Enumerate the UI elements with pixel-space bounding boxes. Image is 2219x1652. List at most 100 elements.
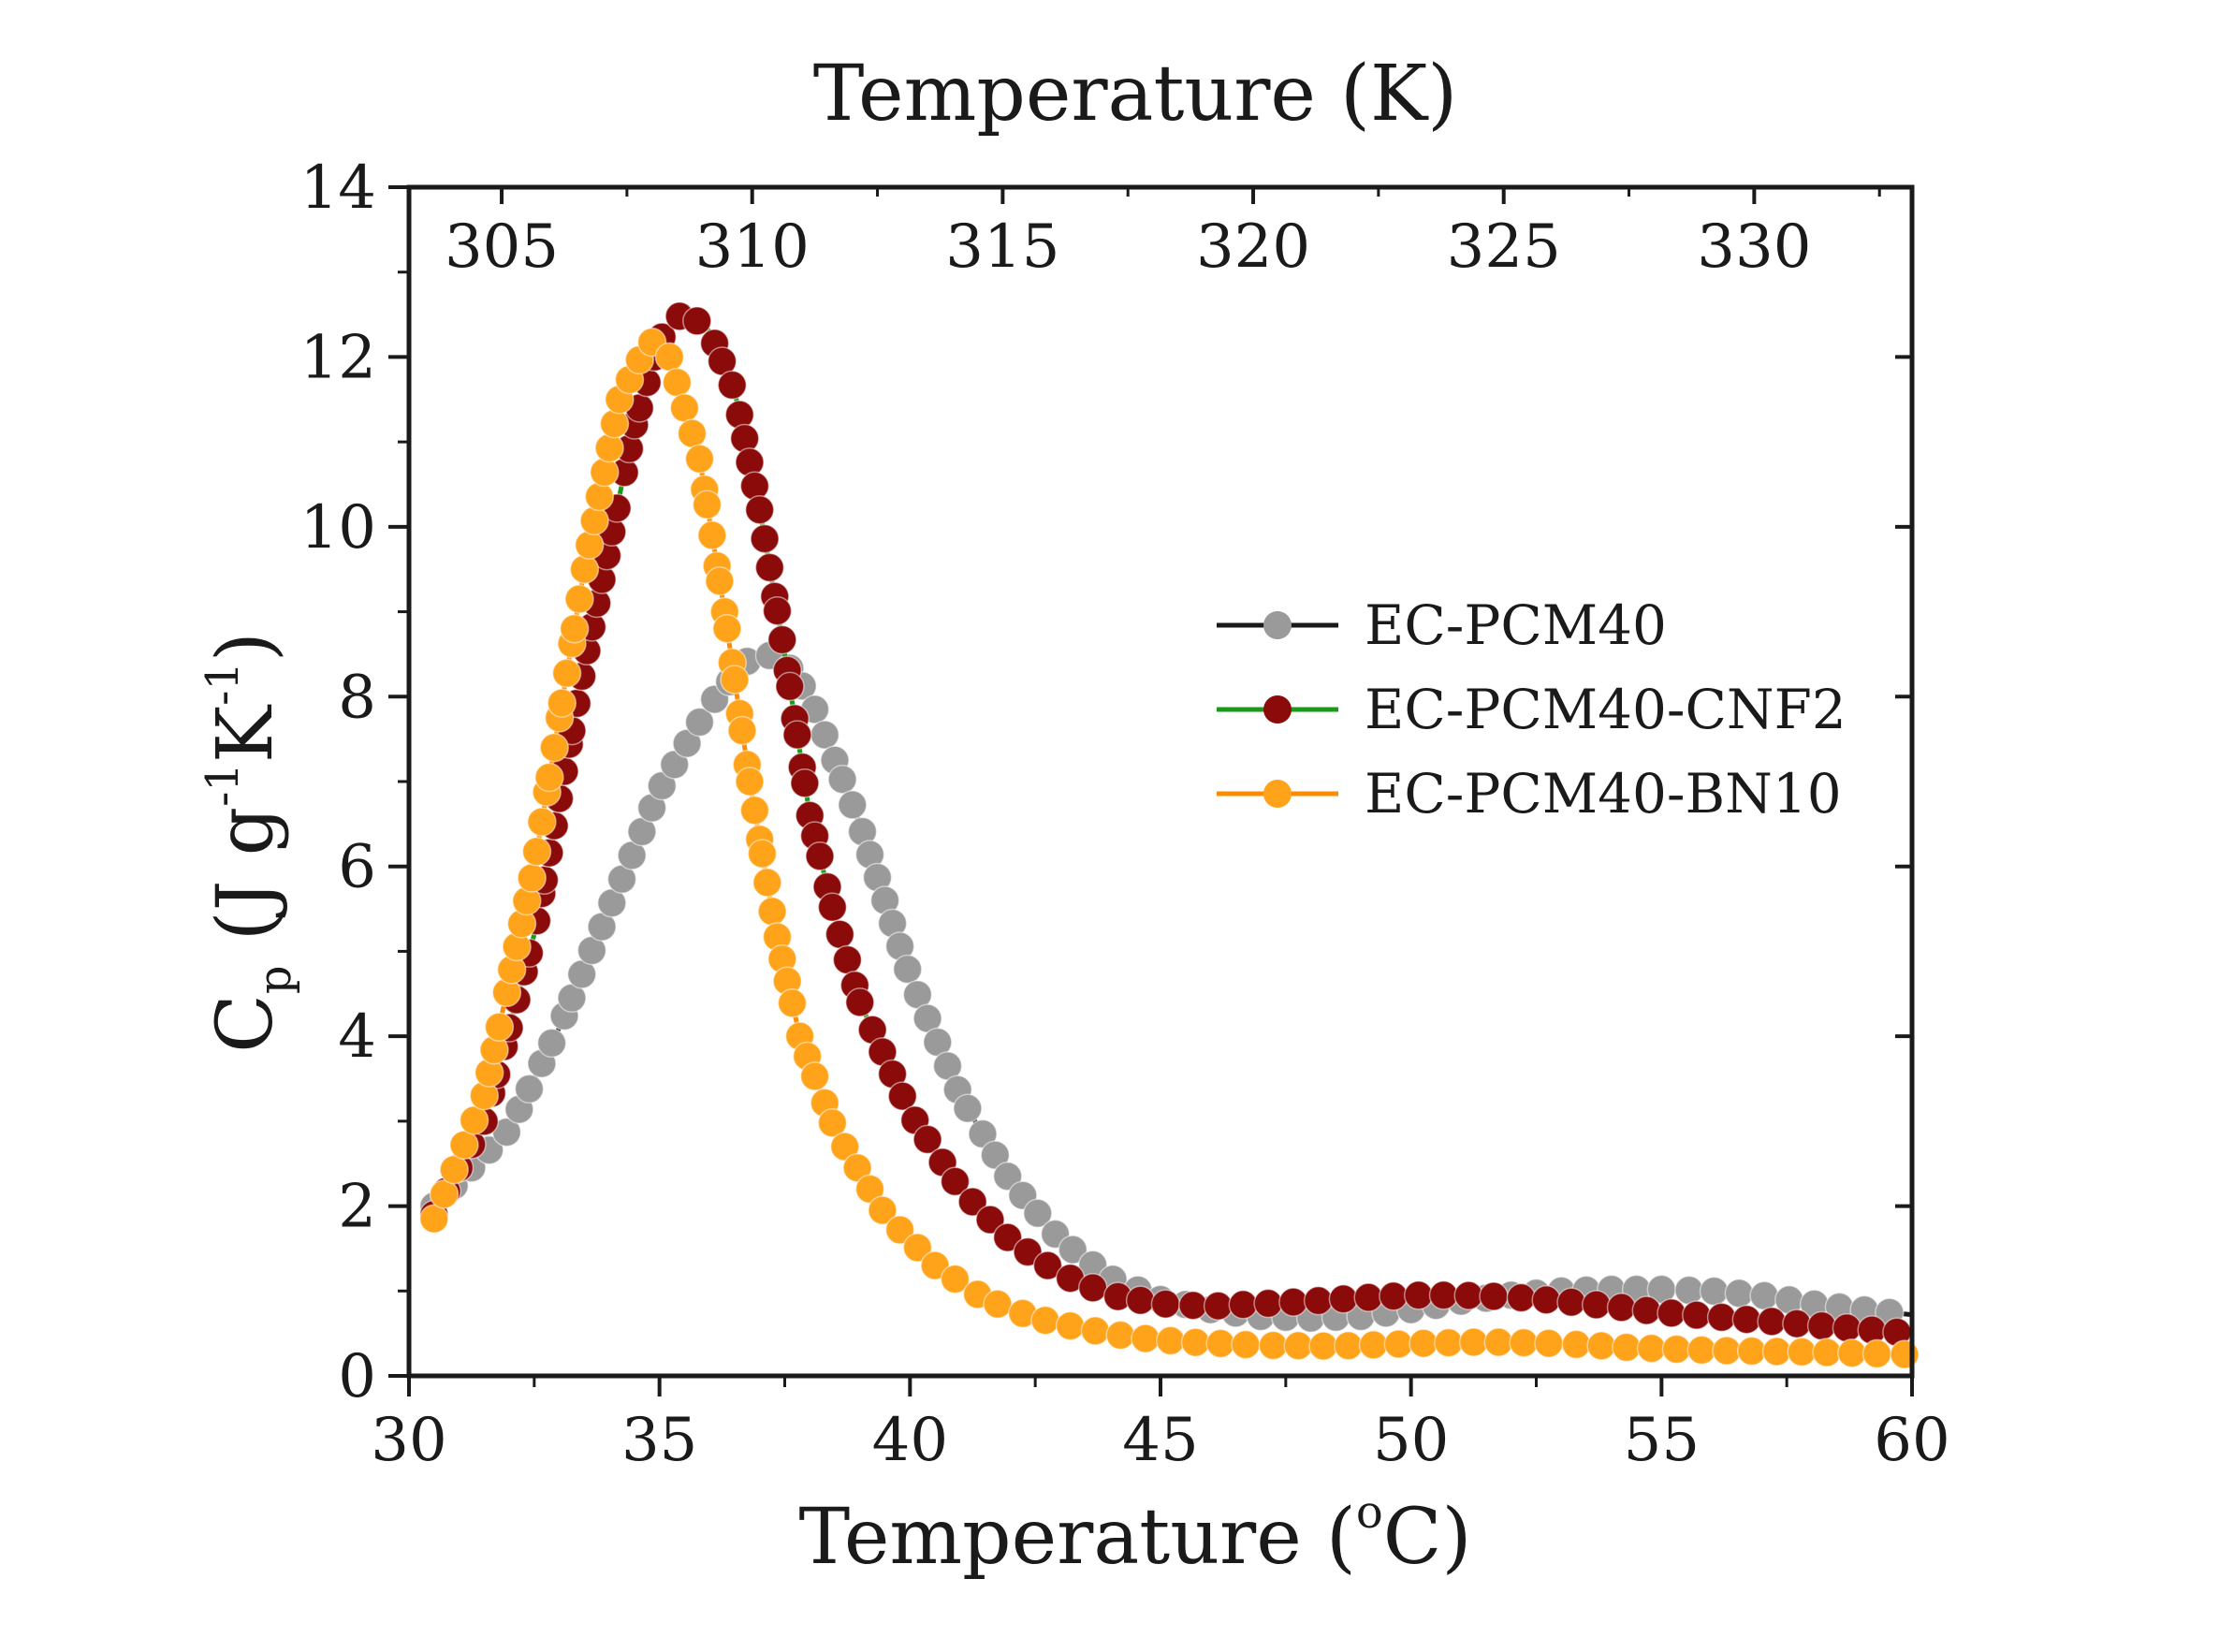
data-point-ec-pcm40-cnf2	[1278, 1287, 1308, 1317]
data-point-ec-pcm40-cnf2	[1531, 1285, 1561, 1315]
data-point-ec-pcm40-cnf2	[957, 1187, 987, 1217]
data-point-ec-pcm40-bn10	[1787, 1337, 1817, 1367]
data-point-ec-pcm40-bn10	[1080, 1316, 1111, 1346]
data-point-ec-pcm40-cnf2	[1606, 1293, 1637, 1323]
series-layer	[419, 301, 1920, 1369]
bottom-axis-title-suffix: C)	[1383, 1493, 1472, 1582]
axes-layer: 30 35 40 45 50 55 60 0 2 4 6 8 10 12 14 305 310 315 320 325…	[300, 154, 1950, 1475]
data-point-ec-pcm40-cnf2	[1857, 1315, 1887, 1345]
data-point-ec-pcm40-cnf2	[1178, 1290, 1208, 1321]
data-point-ec-pcm40-bn10	[429, 1179, 460, 1209]
data-point-ec-pcm40-cnf2	[1657, 1298, 1686, 1328]
data-point-ec-pcm40-bn10	[1308, 1331, 1338, 1361]
data-point-ec-pcm40-bn10	[1586, 1331, 1616, 1361]
data-point-ec-pcm40-bn10	[654, 342, 685, 373]
data-point-ec-pcm40-bn10	[521, 837, 552, 867]
data-point-ec-pcm40	[838, 790, 868, 820]
left-axis-title-main: C	[201, 994, 290, 1053]
data-point-ec-pcm40-bn10	[559, 613, 590, 644]
legend-item-ec-pcm40: EC-PCM40	[1217, 593, 1667, 657]
data-point-ec-pcm40	[1749, 1280, 1779, 1311]
data-point-ec-pcm40-bn10	[1534, 1328, 1564, 1358]
data-point-ec-pcm40-bn10	[1434, 1327, 1464, 1358]
data-point-ec-pcm40-bn10	[1561, 1329, 1592, 1360]
data-point-ec-pcm40	[1674, 1275, 1704, 1306]
bottom-axis-title: Temperature (oC)	[799, 1486, 1472, 1582]
data-point-ec-pcm40-bn10	[669, 393, 700, 423]
data-point-ec-pcm40	[1724, 1279, 1755, 1308]
data-point-ec-pcm40	[1058, 1235, 1088, 1265]
data-point-ec-pcm40-cnf2	[744, 494, 775, 525]
data-point-ec-pcm40-bn10	[1383, 1329, 1414, 1359]
data-point-ec-pcm40-bn10	[1105, 1320, 1135, 1351]
left-axis-title-close: )	[201, 632, 290, 662]
data-point-ec-pcm40-bn10	[868, 1195, 898, 1225]
top-axis-title: Temperature (K)	[813, 50, 1458, 139]
data-point-ec-pcm40-cnf2	[754, 552, 785, 583]
x-tick-label: 50	[1373, 1406, 1449, 1475]
data-point-ec-pcm40-bn10	[902, 1233, 933, 1263]
data-point-ec-pcm40-cnf2	[1806, 1310, 1837, 1341]
data-point-ec-pcm40-bn10	[599, 408, 630, 439]
data-point-ec-pcm40-bn10	[720, 665, 750, 694]
left-axis-title: Cp (J g-1K-1)	[197, 632, 301, 1053]
data-point-ec-pcm40-cnf2	[1203, 1291, 1234, 1321]
data-point-ec-pcm40-cnf2	[1228, 1290, 1259, 1320]
x-tick-label: 55	[1624, 1406, 1700, 1475]
y-tick-label: 14	[300, 154, 376, 223]
data-point-ec-pcm40-cnf2	[975, 1205, 1005, 1235]
left-axis-title-unit-a: (J g	[201, 807, 290, 966]
series-ec-pcm40-bn10	[419, 327, 1920, 1369]
data-point-ec-pcm40-bn10	[817, 1108, 848, 1138]
y-tick-label: 8	[338, 663, 376, 732]
data-point-ec-pcm40-bn10	[1686, 1335, 1716, 1366]
data-point-ec-pcm40-cnf2	[1453, 1280, 1483, 1310]
data-point-ec-pcm40-bn10	[677, 418, 708, 448]
data-point-ec-pcm40-cnf2	[1731, 1304, 1762, 1335]
data-point-ec-pcm40-cnf2	[1253, 1288, 1283, 1319]
data-point-ec-pcm40-cnf2	[729, 423, 760, 454]
data-point-ec-pcm40-bn10	[1636, 1333, 1667, 1364]
data-point-ec-pcm40-cnf2	[1631, 1295, 1662, 1325]
data-point-ec-pcm40-bn10	[884, 1215, 915, 1245]
data-point-ec-pcm40-bn10	[1205, 1328, 1235, 1359]
data-point-ec-pcm40-cnf2	[1428, 1280, 1459, 1310]
legend-marker-ec-pcm40	[1263, 611, 1292, 639]
data-point-ec-pcm40-bn10	[1712, 1336, 1742, 1366]
data-point-ec-pcm40	[514, 1074, 545, 1104]
data-point-ec-pcm40	[1023, 1198, 1053, 1229]
data-point-ec-pcm40-cnf2	[887, 1081, 918, 1111]
series-ec-pcm40	[419, 640, 1913, 1334]
x2-tick-label: 320	[1196, 212, 1310, 282]
data-point-ec-pcm40-bn10	[705, 566, 735, 596]
data-point-ec-pcm40-cnf2	[1782, 1308, 1812, 1338]
data-point-ec-pcm40-cnf2	[1150, 1289, 1181, 1319]
series-line-ec-pcm40-bn10	[431, 336, 1912, 1357]
left-axis-title-exp1: -1	[197, 763, 249, 807]
data-point-ec-pcm40	[810, 720, 840, 750]
data-point-ec-pcm40	[1699, 1276, 1730, 1307]
legend-label-ec-pcm40-cnf2: EC-PCM40-CNF2	[1365, 678, 1847, 741]
data-point-ec-pcm40-bn10	[1030, 1305, 1060, 1336]
data-point-ec-pcm40-cnf2	[739, 471, 770, 502]
bottom-axis-title-prefix: Temperature (	[799, 1493, 1356, 1582]
data-point-ec-pcm40-bn10	[1283, 1331, 1313, 1361]
data-point-ec-pcm40-bn10	[1812, 1338, 1842, 1367]
data-point-ec-pcm40-bn10	[551, 658, 582, 689]
legend-item-ec-pcm40-bn10: EC-PCM40-BN10	[1217, 762, 1842, 826]
data-point-ec-pcm40-bn10	[1509, 1327, 1539, 1358]
legend-marker-ec-pcm40-cnf2	[1263, 695, 1292, 724]
data-point-ec-pcm40-bn10	[1333, 1331, 1364, 1361]
data-point-ec-pcm40-cnf2	[762, 595, 793, 626]
legend-item-ec-pcm40-cnf2: EC-PCM40-CNF2	[1217, 678, 1847, 741]
data-point-ec-pcm40-bn10	[564, 584, 594, 614]
data-point-ec-pcm40-bn10	[534, 762, 564, 793]
data-point-ec-pcm40-cnf2	[1303, 1285, 1334, 1316]
data-point-ec-pcm40-bn10	[735, 767, 765, 797]
data-point-ec-pcm40-cnf2	[1125, 1285, 1156, 1316]
data-point-ec-pcm40-bn10	[539, 732, 569, 763]
data-point-ec-pcm40-bn10	[1736, 1336, 1767, 1367]
x-tick-label: 45	[1122, 1406, 1198, 1475]
y-tick-label: 6	[338, 833, 376, 902]
